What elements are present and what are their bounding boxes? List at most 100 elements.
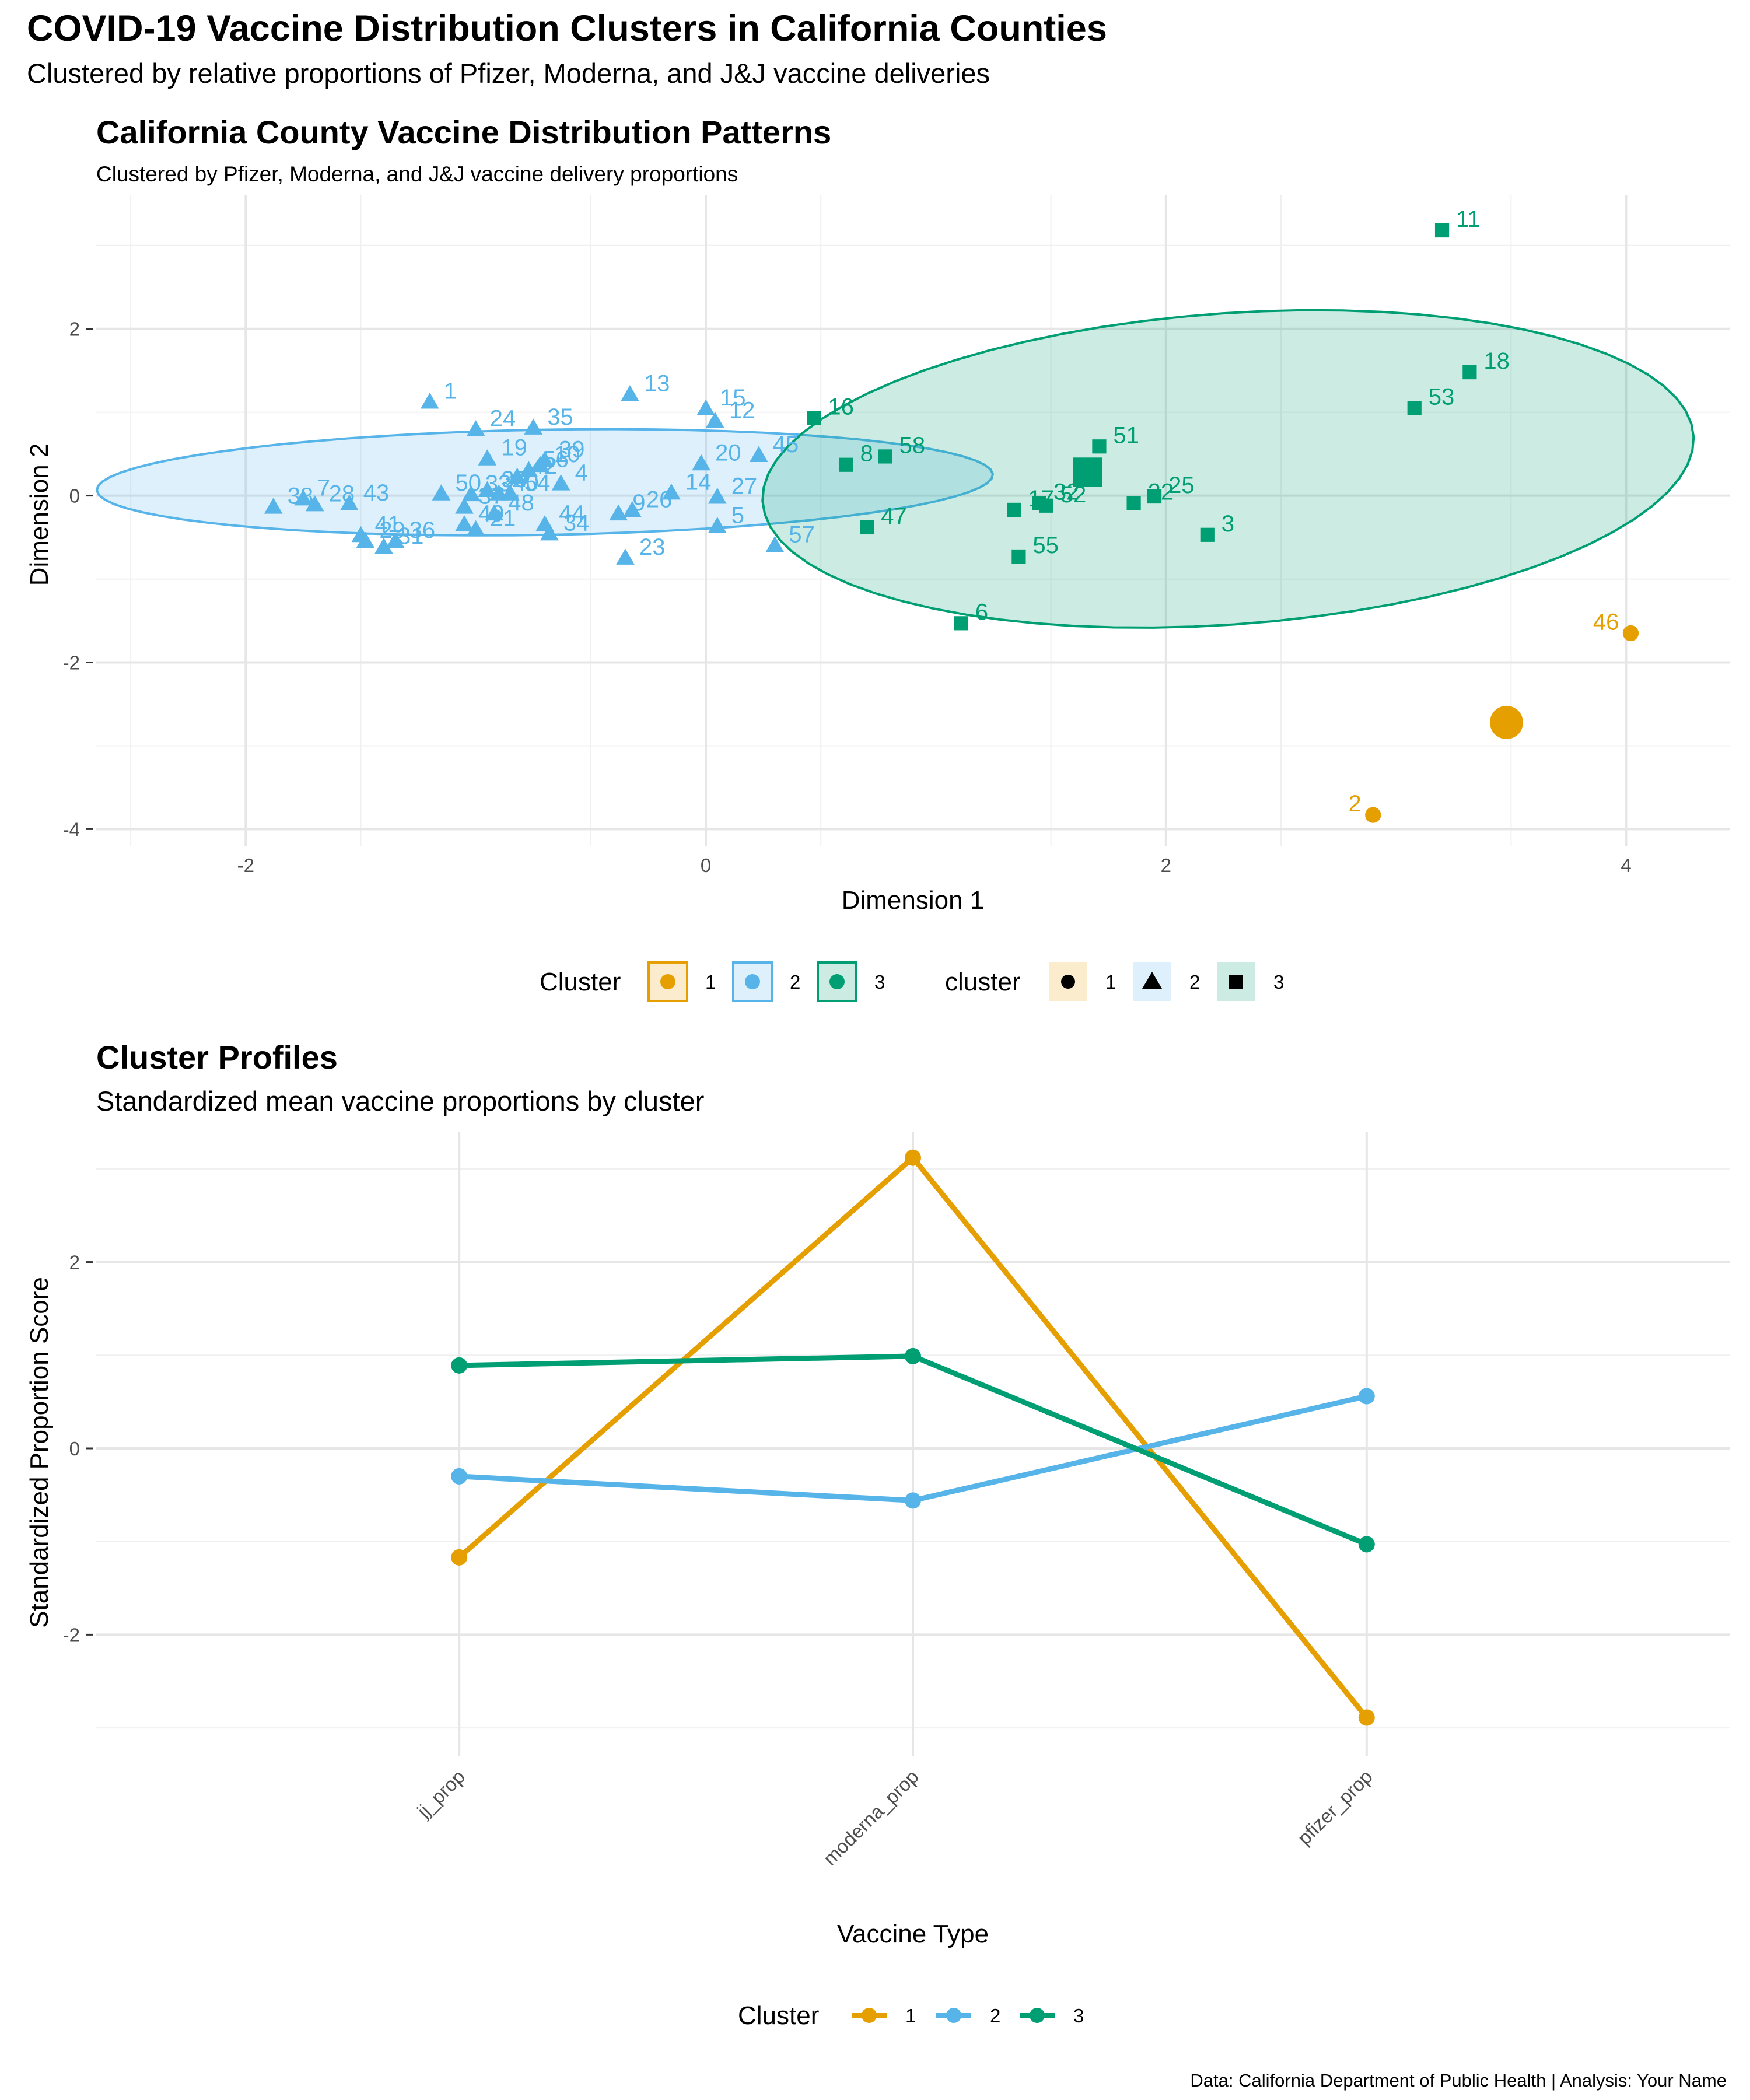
x-tick-label: 2	[1161, 855, 1171, 876]
data-point	[466, 520, 485, 537]
data-point	[374, 537, 393, 554]
data-point	[340, 494, 359, 510]
y-tick-label: 0	[69, 485, 80, 507]
point-label: 27	[732, 473, 758, 499]
data-point	[706, 411, 724, 428]
x-tick-label: moderna_prop	[819, 1766, 923, 1870]
data-point	[432, 484, 451, 501]
series-point	[905, 1492, 921, 1509]
scatter-title: California County Vaccine Distribution P…	[96, 114, 831, 150]
legend-key-symbol	[1061, 975, 1075, 989]
point-label: 19	[501, 435, 527, 461]
x-tick-label: pfizer_prop	[1293, 1766, 1377, 1849]
point-label: 40	[513, 470, 539, 496]
point-label: 46	[1593, 609, 1619, 635]
scatter-plot: -2024-4-20224612413353915194256104122045…	[63, 195, 1730, 876]
point-label: 14	[685, 469, 712, 495]
data-point	[1007, 502, 1021, 517]
legend-key-symbol	[862, 2008, 877, 2023]
data-point	[1365, 807, 1381, 823]
data-point	[708, 517, 727, 533]
figure-subtitle: Clustered by relative proportions of Pfi…	[27, 58, 990, 89]
data-point	[1462, 365, 1477, 380]
data-point	[839, 457, 853, 472]
point-label: 11	[1456, 206, 1480, 232]
data-point	[1407, 401, 1422, 415]
data-point	[294, 489, 313, 506]
point-label: 24	[490, 406, 516, 432]
cluster-3-ellipse	[761, 309, 1695, 629]
point-label: 1	[444, 379, 457, 404]
point-label: 4	[575, 460, 588, 486]
legend-key-symbol	[1229, 975, 1243, 989]
legend-key-symbol	[745, 974, 760, 989]
caption: Data: California Department of Public He…	[1190, 2070, 1727, 2091]
scatter-subtitle: Clustered by Pfizer, Moderna, and J&J va…	[96, 162, 738, 186]
data-point	[540, 524, 559, 541]
data-point	[1147, 489, 1162, 504]
x-tick-label: -2	[237, 855, 254, 876]
data-point	[609, 504, 628, 521]
point-label: 22	[1148, 479, 1174, 505]
point-label: 44	[559, 501, 585, 527]
point-label: 5	[732, 503, 744, 528]
point-label: 55	[1032, 533, 1059, 558]
data-point	[485, 504, 504, 521]
legend-shape-title: cluster	[945, 968, 1021, 996]
point-label: 54	[524, 470, 551, 496]
figure-title: COVID-19 Vaccine Distribution Clusters i…	[27, 8, 1107, 49]
data-point	[356, 531, 375, 548]
data-point	[551, 474, 570, 491]
data-point	[954, 616, 968, 631]
point-label: 6	[975, 599, 988, 625]
cluster-3-centroid	[1073, 457, 1103, 487]
data-point	[466, 420, 485, 436]
data-point	[708, 487, 727, 504]
profile-legend: Cluster 1 2 3	[738, 2001, 1084, 2030]
point-label: 16	[828, 394, 854, 420]
legend-key-symbol	[660, 974, 676, 989]
profile-title: Cluster Profiles	[96, 1039, 338, 1076]
legend-label: 3	[1273, 971, 1284, 993]
point-label: 35	[547, 404, 573, 430]
data-point	[478, 481, 497, 498]
point-label: 41	[375, 512, 401, 537]
x-tick-label: 4	[1620, 855, 1631, 876]
data-point	[1012, 549, 1026, 564]
point-label: 48	[508, 490, 534, 516]
y-tick-label: 0	[69, 1438, 80, 1460]
data-point	[531, 456, 550, 473]
point-label: 15	[720, 385, 746, 411]
point-label: 21	[490, 506, 516, 531]
x-tick-label: 0	[701, 855, 711, 876]
data-point	[765, 536, 785, 552]
data-point	[420, 393, 439, 409]
scatter-x-axis-label: Dimension 1	[842, 886, 985, 915]
series-point	[451, 1357, 468, 1374]
data-point	[1092, 439, 1107, 454]
legend-key-symbol	[946, 2008, 961, 2023]
data-point	[1434, 223, 1450, 238]
data-point	[696, 399, 715, 415]
legend-label: 3	[1073, 2005, 1084, 2027]
scatter-legend: Cluster 1 2 3 cluster 1 2 3	[540, 961, 1284, 1002]
data-point	[860, 520, 874, 535]
point-label: 10	[554, 442, 580, 467]
point-label: 51	[1113, 422, 1139, 448]
data-point	[501, 484, 520, 501]
y-tick-label: 2	[69, 318, 80, 340]
profile-x-axis-label: Vaccine Type	[837, 1920, 989, 1948]
point-label: 7	[317, 475, 330, 501]
legend-fill-title: Cluster	[540, 968, 621, 996]
legend-label: 2	[790, 971, 800, 993]
point-label: 49	[478, 501, 505, 527]
data-point	[749, 446, 768, 462]
legend-label: 3	[874, 971, 885, 993]
data-point	[878, 449, 892, 464]
point-label: 12	[729, 397, 755, 423]
y-tick-label: 2	[69, 1252, 80, 1273]
data-point	[305, 495, 324, 512]
data-point	[264, 498, 283, 514]
data-point	[1200, 527, 1214, 542]
data-point	[478, 449, 497, 466]
